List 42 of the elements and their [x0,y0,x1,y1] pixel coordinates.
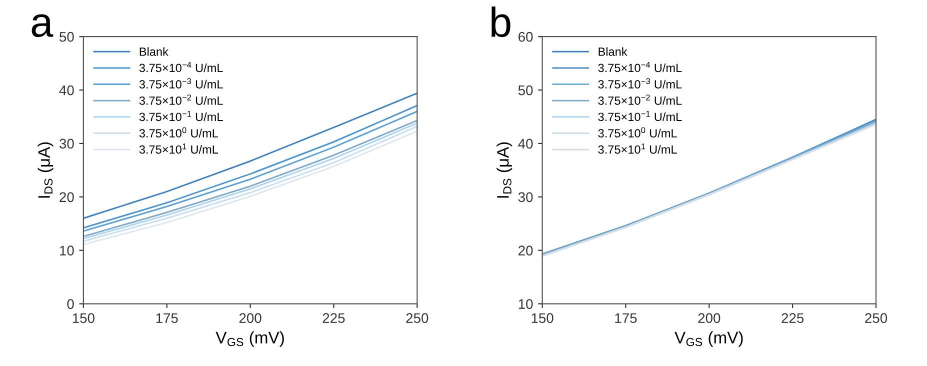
x-tick-label: 200 [239,313,262,324]
legend-label: 3.75×10$^{−3}$ U/mL [598,78,682,89]
y-axis-title: I$_{DS}$ (μA) [496,142,512,198]
legend-label: 3.75×10$^{1}$ U/mL [598,144,677,154]
legend-label: Blank [140,47,168,56]
y-tick-label: 20 [518,246,533,256]
legend-label: 3.75×10$^{−1}$ U/mL [139,110,223,122]
x-tick-label: 150 [72,313,94,324]
chart-title: a [32,14,54,38]
legend-label: 3.75×10$^{−1}$ U/mL [598,110,682,122]
x-tick-label: 225 [782,313,804,324]
legend-label: 3.75×10$^{−4}$ U/mL [139,62,223,72]
legend-label: 3.75×10$^{0}$ U/mL [598,127,677,138]
y-tick-label: 10 [518,299,533,309]
x-axis-title: V$_{GS}$ (mV) [216,331,284,347]
y-tick-label: 40 [59,85,74,96]
x-tick-label: 200 [698,313,720,324]
y-tick-label: 20 [60,192,74,202]
y-tick-label: 50 [60,32,74,42]
y-tick-label: 50 [518,85,533,96]
y-tick-label: 30 [59,138,74,149]
x-tick-label: 175 [156,313,178,324]
legend-label: Blank [598,47,628,56]
legend-label: 3.75×10$^{0}$ U/mL [139,127,218,138]
legend-label: 3.75×10$^{−4}$ U/mL [598,62,682,72]
x-tick-label: 250 [406,313,428,324]
legend-label: 3.75×10$^{−2}$ U/mL [598,94,682,105]
chart-title: b [492,6,510,38]
x-tick-label: 150 [532,313,554,324]
legend-label: 3.75×10$^{−3}$ U/mL [139,78,223,89]
y-axis-title: I$_{DS}$ (μA) [38,142,54,198]
y-tick-label: 60 [518,32,533,42]
legend-label: 3.75×10$^{1}$ U/mL [139,144,218,154]
y-tick-label: 30 [518,192,533,202]
legend-label: 3.75×10$^{−2}$ U/mL [139,94,223,105]
x-tick-label: 175 [615,313,637,324]
y-tick-label: 40 [518,138,533,149]
x-axis-title: V$_{GS}$ (mV) [674,331,743,347]
x-tick-label: 250 [865,313,888,324]
y-tick-label: 0 [67,299,74,309]
x-tick-label: 225 [322,313,345,324]
y-tick-label: 10 [60,246,74,256]
